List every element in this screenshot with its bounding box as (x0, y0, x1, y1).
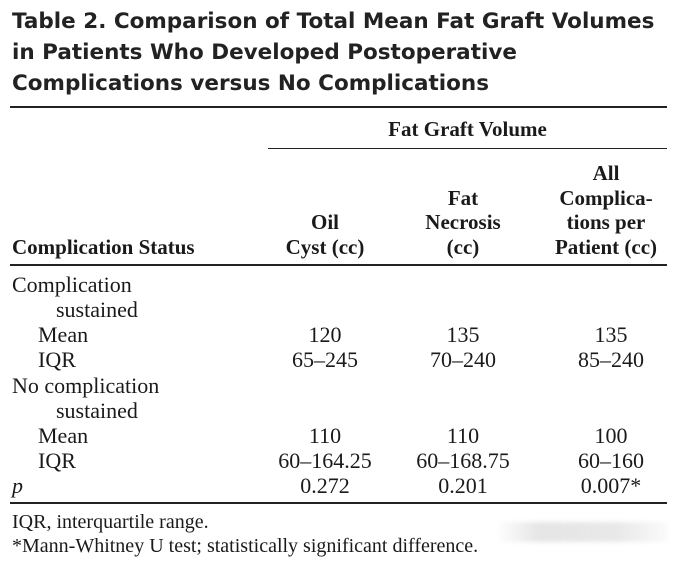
table-cell: 60–164.25 (278, 448, 372, 473)
spanner-rule (268, 148, 667, 150)
spanner-header: Fat Graft Volume (388, 117, 547, 141)
table-row: IQR 60–164.25 60–168.75 60–160 (0, 448, 675, 473)
footnote: IQR, interquartile range. (12, 511, 209, 533)
table-cell: 135 (594, 322, 628, 347)
footnote: *Mann-Whitney U test; statistically sign… (12, 535, 479, 557)
watermark (496, 522, 668, 542)
table-cell: 0.007* (580, 473, 642, 498)
column-header-all-complications: All Complica- tions per Patient (cc) (554, 161, 658, 259)
table-row: No complication (0, 373, 675, 398)
row-label: IQR (38, 347, 76, 372)
table-row: Complication (0, 272, 675, 297)
table-row: Mean 120 135 135 (0, 322, 675, 347)
table-cell: 135 (446, 322, 480, 347)
table-cell: 85–240 (578, 347, 644, 372)
table-row: sustained (0, 398, 675, 423)
table-cell: 70–240 (430, 347, 496, 372)
column-header-oil-cyst: Oil Cyst (cc) (285, 210, 365, 259)
table-cell: 110 (446, 423, 480, 448)
table-row: Mean 110 110 100 (0, 423, 675, 448)
bottom-rule (10, 502, 667, 504)
table-row: p 0.272 0.201 0.007* (0, 473, 675, 498)
table-cell: 100 (594, 423, 628, 448)
row-label: sustained (56, 297, 138, 322)
table-title: Table 2. Comparison of Total Mean Fat Gr… (12, 9, 655, 96)
table-cell: 0.201 (438, 473, 488, 498)
table-cell: 60–168.75 (416, 448, 510, 473)
row-label: sustained (56, 398, 138, 423)
row-label: Mean (38, 423, 89, 448)
table-cell: 0.272 (300, 473, 350, 498)
row-label: p (12, 473, 23, 498)
column-header-fat-necrosis: Fat Necrosis (cc) (425, 185, 501, 259)
table-cell: 65–245 (292, 347, 358, 372)
table-cell: 60–160 (578, 448, 644, 473)
row-label: IQR (38, 448, 76, 473)
row-label: Mean (38, 322, 89, 347)
row-label: Complication (12, 272, 132, 297)
table-cell: 120 (308, 322, 342, 347)
row-label: No complication (12, 373, 160, 398)
top-rule (10, 106, 667, 108)
table-cell: 110 (308, 423, 342, 448)
column-header-status: Complication Status (12, 234, 195, 259)
header-rule (10, 264, 667, 266)
table-row: IQR 65–245 70–240 85–240 (0, 347, 675, 372)
table-row: sustained (0, 297, 675, 322)
